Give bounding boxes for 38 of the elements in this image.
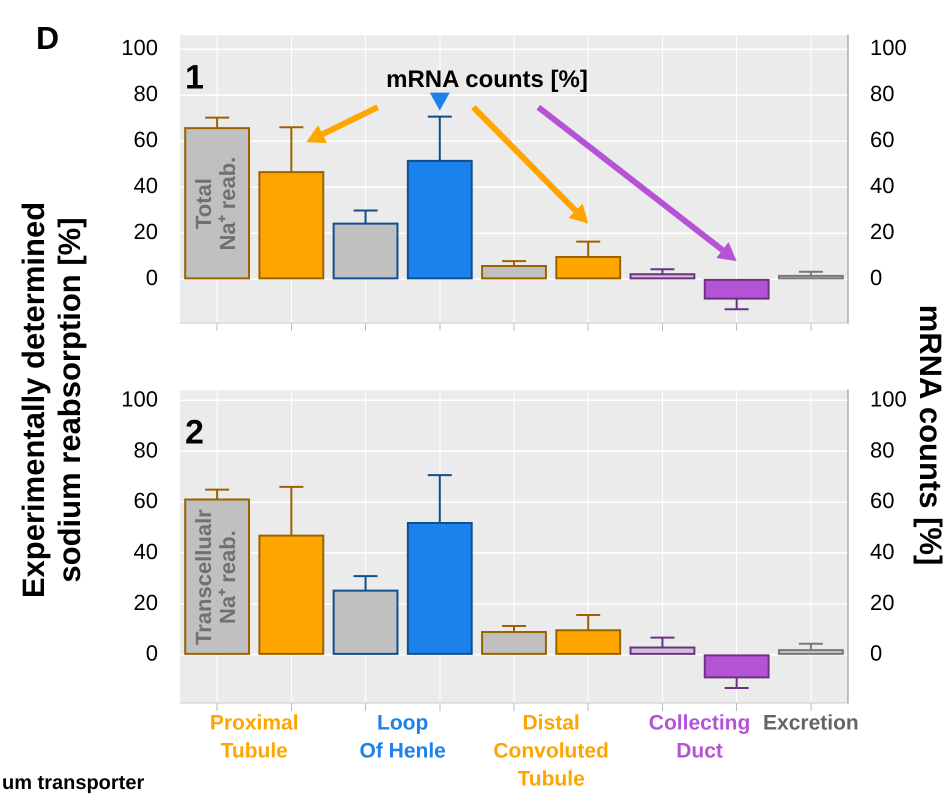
- y2-tick-label: 40: [870, 539, 894, 564]
- y-tick-label: 80: [134, 81, 158, 106]
- y-tick-label: 80: [134, 437, 158, 462]
- y-tick-label: 0: [146, 265, 158, 290]
- y2-tick-label: 40: [870, 173, 894, 198]
- annotation: mRNA counts [%]: [386, 66, 588, 93]
- x-tick-label: Loop Of Henle: [359, 711, 446, 762]
- y2-tick-label: 20: [870, 590, 894, 615]
- y-tick-label: 40: [134, 173, 158, 198]
- y2-tick-label: 60: [870, 127, 894, 152]
- annotation: Total Na⁺ reab.: [191, 156, 240, 251]
- y-tick-label: 20: [134, 590, 158, 615]
- y-tick-label: 40: [134, 539, 158, 564]
- x-tick-label: Distal Convoluted Tubule: [493, 711, 609, 790]
- y-axis-title: Experimentally determined sodium reabsorption [%]: [16, 202, 88, 598]
- y-tick-label: 60: [134, 127, 158, 152]
- y2-tick-label: 80: [870, 437, 894, 462]
- text: um transporter: [2, 771, 144, 795]
- y-tick-label: 100: [121, 35, 158, 60]
- x-tick-label: Proximal Tubule: [210, 711, 299, 762]
- y2-tick-label: 0: [870, 265, 882, 290]
- x-tick-label: Collecting Duct: [648, 711, 750, 762]
- annotation: 1: [185, 58, 204, 97]
- y-tick-label: 20: [134, 219, 158, 244]
- y2-tick-label: 20: [870, 219, 894, 244]
- y-tick-label: 0: [146, 640, 158, 666]
- y-tick-label: 100: [121, 386, 158, 412]
- y2-tick-label: 100: [870, 386, 907, 412]
- y-tick-label: 60: [134, 488, 158, 514]
- annotation: Transcellualr Na⁺ reab.: [191, 508, 240, 645]
- y2-axis-title: mRNA counts [%]: [912, 304, 948, 566]
- x-tick-label: Excretion: [763, 711, 859, 734]
- annotation: 2: [185, 414, 204, 452]
- text: D: [36, 20, 60, 56]
- y2-tick-label: 60: [870, 488, 894, 514]
- y2-tick-label: 80: [870, 81, 894, 106]
- y2-tick-label: 100: [870, 35, 907, 60]
- y2-tick-label: 0: [870, 640, 882, 666]
